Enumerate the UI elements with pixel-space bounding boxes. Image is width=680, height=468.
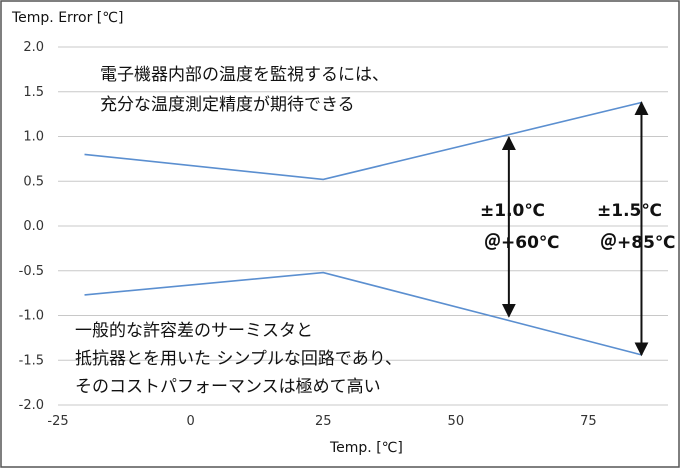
x-tick-label: 75 xyxy=(580,414,597,429)
x-tick-label: 25 xyxy=(315,414,332,429)
arrow2-sublabel: ＠+85℃ xyxy=(600,232,676,253)
y-tick-label: -1.0 xyxy=(19,309,44,324)
x-tick-labels: -25 0 25 50 75 xyxy=(47,414,596,429)
x-tick-label: -25 xyxy=(47,414,68,429)
y-axis-title: Temp. Error [℃] xyxy=(11,10,123,26)
y-tick-label: -2.0 xyxy=(19,398,44,413)
y-tick-label: 1.0 xyxy=(23,130,44,145)
y-tick-label: 0.5 xyxy=(23,174,44,189)
y-tick-label: -0.5 xyxy=(19,264,44,279)
x-axis-title: Temp. [℃] xyxy=(329,440,403,456)
top-annotation-line-2: 充分な温度測定精度が期待できる xyxy=(100,95,355,115)
series-lines xyxy=(84,101,642,356)
y-tick-label: 2.0 xyxy=(23,40,44,55)
top-annotation-line-1: 電子機器内部の温度を監視するには、 xyxy=(100,65,389,85)
y-tick-label: 1.5 xyxy=(23,85,44,100)
y-tick-labels: 2.0 1.5 1.0 0.5 0.0 -0.5 -1.0 -1.5 -2.0 xyxy=(19,40,44,413)
y-tick-label: 0.0 xyxy=(23,219,44,234)
x-tick-label: 0 xyxy=(186,414,194,429)
error-arrows xyxy=(501,101,649,357)
bottom-annotation-line-2: 抵抗器とを用いた シンプルな回路であり、 xyxy=(75,349,402,369)
gridlines xyxy=(58,46,668,406)
series-line-1 xyxy=(84,101,642,181)
arrow1-sublabel: ＠+60℃ xyxy=(484,232,560,253)
arrow1-label: ±1.0℃ xyxy=(480,201,545,221)
y-tick-label: -1.5 xyxy=(19,353,44,368)
arrow2-label: ±1.5℃ xyxy=(597,201,662,221)
bottom-annotation-line-3: そのコストパフォーマンスは極めて高い xyxy=(75,377,381,397)
bottom-annotation-line-1: 一般的な許容差のサーミスタと xyxy=(75,321,313,341)
series-line-2 xyxy=(84,271,642,356)
x-tick-label: 50 xyxy=(448,414,465,429)
